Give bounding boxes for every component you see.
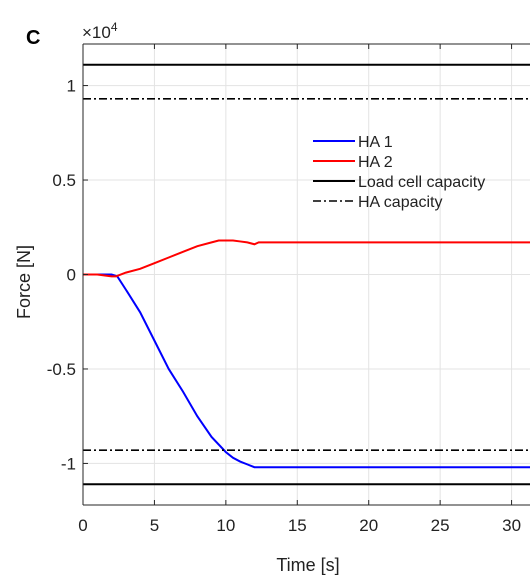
- series-line-1: [83, 273, 530, 469]
- panel-label: C: [26, 27, 40, 49]
- legend: HA 1 HA 2 Load cell capacity HA capacity: [313, 134, 485, 211]
- legend-label-4: HA capacity: [358, 194, 442, 211]
- x-tick-label: 15: [288, 516, 307, 535]
- y-tick-label: -0.5: [47, 360, 76, 379]
- series-line-2: [83, 239, 530, 278]
- y-multiplier-exponent: 4: [111, 20, 118, 34]
- x-axis-label: Time [s]: [276, 555, 339, 575]
- x-tick-label: 5: [150, 516, 159, 535]
- series: [83, 63, 530, 486]
- svg-text:×104: ×104: [82, 20, 118, 42]
- x-tick-label: 25: [431, 516, 450, 535]
- x-tick-label: 20: [359, 516, 378, 535]
- y-axis-label: Force [N]: [14, 245, 34, 319]
- y-tick-label: 0: [67, 266, 76, 285]
- x-tick-label: 0: [78, 516, 87, 535]
- axes: [82, 43, 530, 506]
- x-tick-label: 30: [502, 516, 521, 535]
- legend-label-3: Load cell capacity: [358, 174, 485, 191]
- series-line-4: [83, 97, 530, 452]
- tick-labels: 0 5 10 15 20 25 30 1 0.5 0 -0.5 -1: [47, 77, 521, 535]
- legend-label-1: HA 1: [358, 134, 393, 151]
- series-line-3: [83, 63, 530, 486]
- y-tick-label: -1: [61, 454, 76, 473]
- plot-area: [83, 44, 530, 574]
- y-multiplier: ×104: [82, 20, 118, 42]
- x-tick-label: 10: [216, 516, 235, 535]
- legend-label-2: HA 2: [358, 154, 393, 171]
- y-tick-label: 1: [67, 77, 76, 96]
- y-tick-label: 0.5: [52, 171, 76, 190]
- y-multiplier-base: ×10: [82, 23, 111, 42]
- grid: [82, 44, 530, 505]
